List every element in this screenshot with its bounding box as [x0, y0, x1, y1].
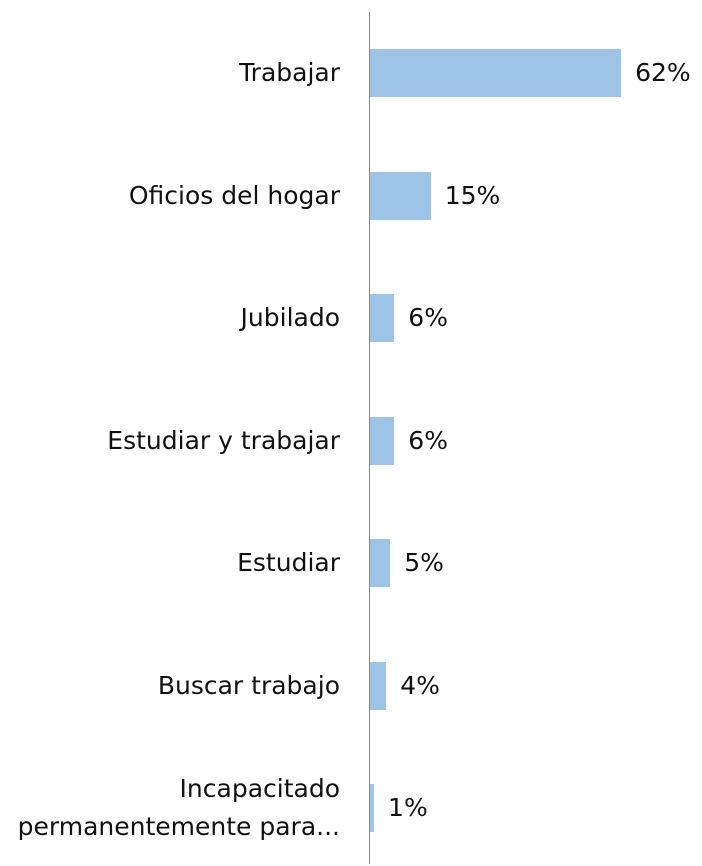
value-label: 6% [408, 425, 448, 455]
category-axis [369, 12, 370, 864]
bar [370, 784, 375, 832]
category-label: Incapacitado permanentemente para... [17, 774, 340, 841]
value-label: 62% [635, 58, 691, 87]
category-label: Trabajar [239, 58, 340, 87]
value-label: 5% [404, 548, 444, 577]
category-label: Estudiar y trabajar [107, 425, 340, 455]
category-label: Oficios del hogar [128, 180, 340, 210]
bar [370, 661, 387, 710]
value-label: 1% [388, 793, 428, 822]
category-label: Jubilado [240, 303, 340, 332]
value-label: 6% [408, 303, 448, 332]
value-label: 15% [444, 180, 501, 210]
category-label: Buscar trabajo [157, 670, 340, 700]
bar [370, 539, 391, 587]
category-label: Estudiar [237, 548, 340, 577]
bar [370, 49, 622, 97]
bar [370, 416, 395, 465]
bar [370, 294, 395, 342]
value-label: 4% [400, 670, 440, 700]
bar [370, 171, 431, 220]
